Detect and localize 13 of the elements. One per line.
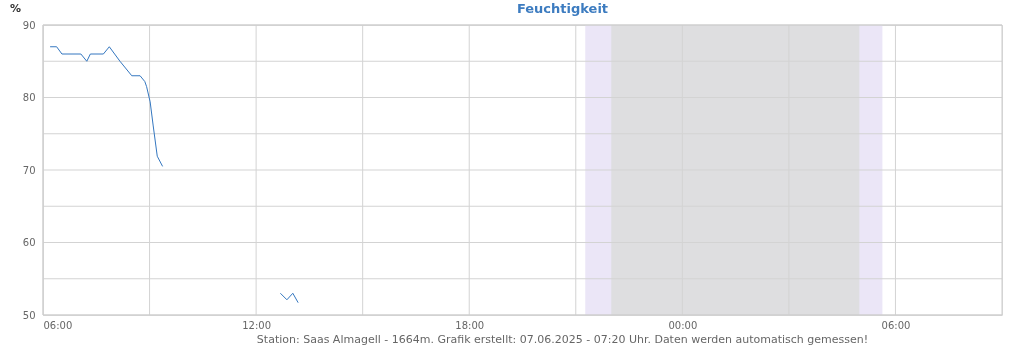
- y-tick-label: 70: [22, 164, 36, 176]
- x-tick-label: 06:00: [43, 319, 73, 331]
- y-axis-title: %: [10, 2, 22, 15]
- x-tick-label: 00:00: [668, 319, 698, 331]
- x-tick-label: 12:00: [242, 319, 272, 331]
- y-tick-label: 50: [22, 309, 36, 321]
- y-tick-label: 60: [22, 237, 36, 248]
- x-tick-label: 06:00: [881, 319, 911, 331]
- chart-title: Feuchtigkeit: [516, 1, 609, 16]
- x-tick-label: 18:00: [455, 319, 485, 331]
- y-tick-label: 90: [22, 19, 36, 31]
- text: Station: Saas Almagell - 1664m. Grafik erstellt: 07.06.2025 - 07:20 Uhr. Daten werden automatisch gemessen!: [256, 333, 869, 346]
- y-tick-label: 80: [22, 92, 36, 103]
